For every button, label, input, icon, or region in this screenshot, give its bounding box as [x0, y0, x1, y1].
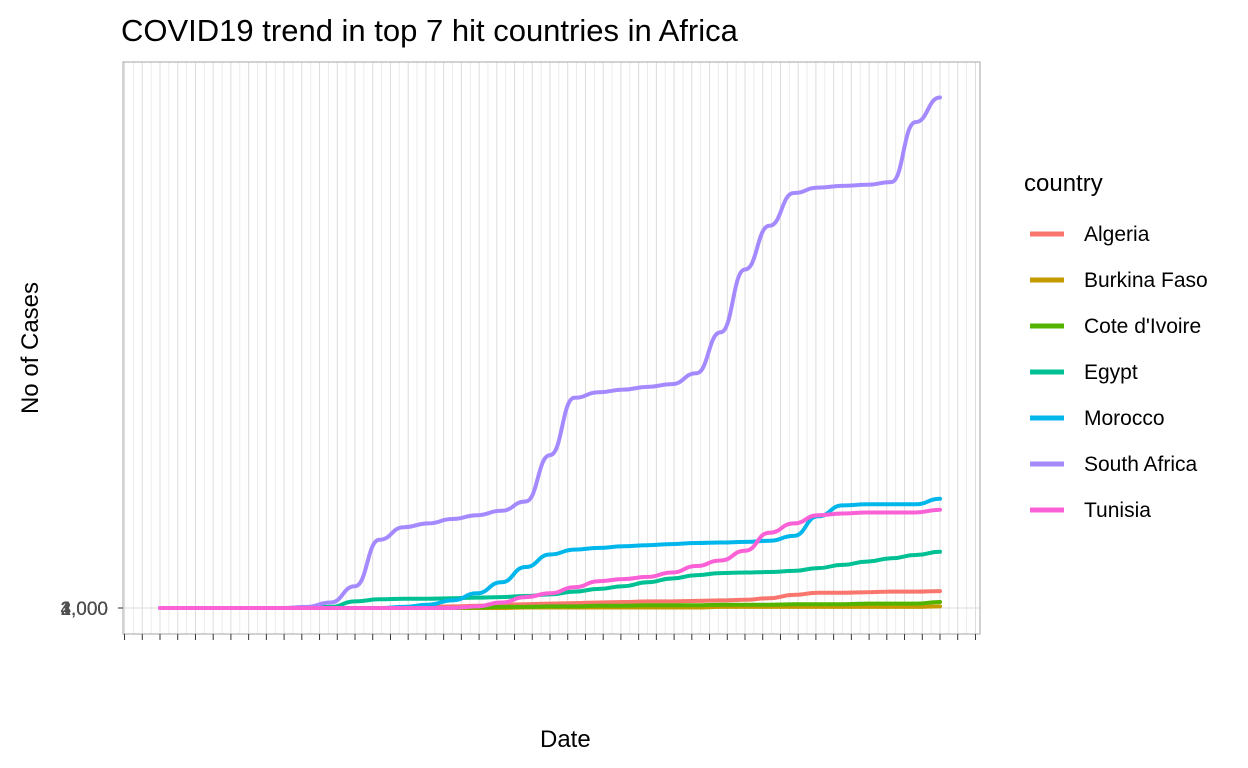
- x-axis-title: Date: [540, 726, 591, 753]
- legend-label: Tunisia: [1084, 499, 1151, 522]
- legend-label: Cote d'Ivoire: [1084, 315, 1201, 338]
- x-axis: [124, 634, 976, 640]
- legend-label: Algeria: [1084, 223, 1150, 246]
- series-lines: [158, 95, 942, 611]
- legend-label: Egypt: [1084, 361, 1138, 384]
- legend-label: Burkina Faso: [1084, 269, 1208, 292]
- plot-panel: [122, 61, 981, 635]
- series-line-tunisia: [158, 507, 942, 611]
- grid: [123, 62, 980, 634]
- legend-title: country: [1024, 170, 1103, 197]
- legend: country Algeria Burkina Faso Cote d'Ivoire…: [1024, 170, 1208, 522]
- chart-title: COVID19 trend in top 7 hit countries in …: [121, 13, 739, 48]
- legend-label: South Africa: [1084, 453, 1198, 476]
- y-axis-title: No of Cases: [17, 282, 44, 414]
- y-tick-label: 3,000: [60, 599, 108, 620]
- y-tick-label: 4,000: [60, 599, 108, 620]
- legend-label: Morocco: [1084, 407, 1165, 430]
- y-tick-label: 2,000: [60, 599, 108, 620]
- y-tick-label: 1,000: [60, 599, 108, 620]
